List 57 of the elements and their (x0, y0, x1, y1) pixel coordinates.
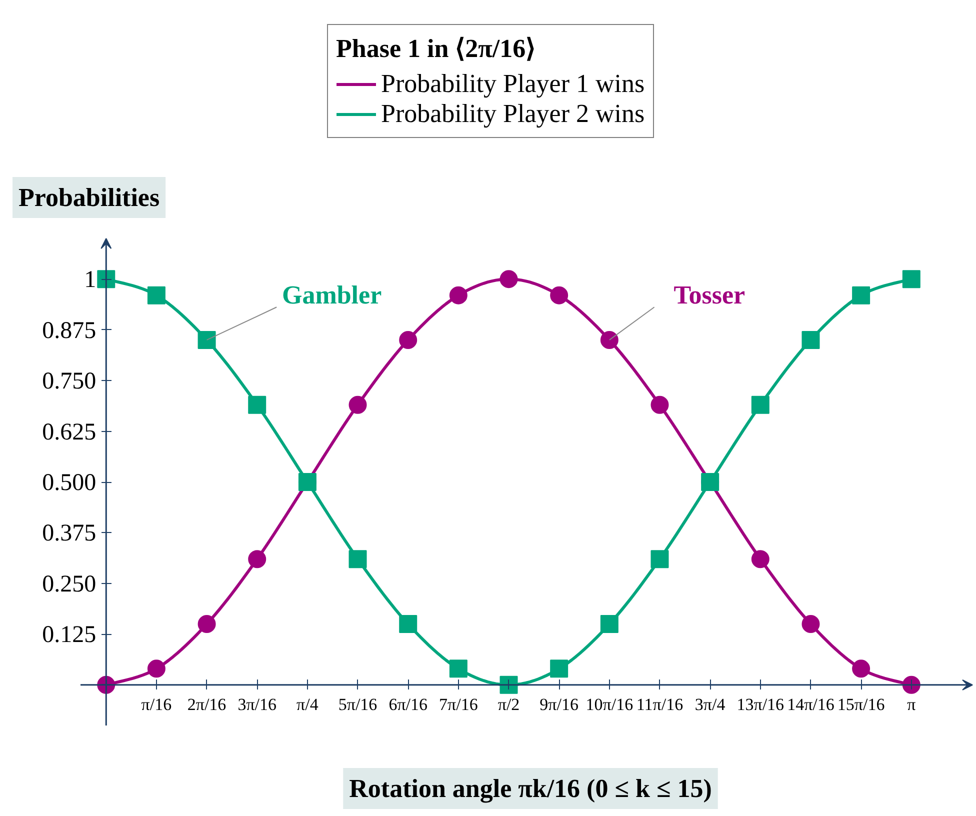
x-tick-label: 3π/16 (238, 694, 277, 714)
x-tick-label: 9π/16 (540, 694, 578, 714)
point (198, 615, 216, 634)
point (147, 660, 166, 678)
x-tick-label: 3π/4 (694, 694, 726, 714)
x-tick-label: π/2 (498, 694, 520, 714)
y-tick-label: 0.125 (42, 622, 96, 648)
point (550, 660, 568, 678)
x-tick-label: 10π/16 (586, 694, 634, 714)
point (852, 660, 870, 678)
point (852, 286, 870, 304)
point (650, 550, 669, 568)
x-tick-label: π/4 (296, 694, 319, 714)
y-tick-label: 0.375 (42, 520, 96, 547)
point (902, 270, 920, 288)
x-tick-label: 14π/16 (787, 694, 834, 714)
point (147, 286, 166, 304)
point (550, 286, 568, 304)
x-tick-label: 7π/16 (439, 694, 478, 714)
point (449, 660, 468, 678)
x-axis-title: Rotation angle πk/16 (0 ≤ k ≤ 15) (349, 774, 712, 803)
point (449, 286, 468, 304)
x-tick-label: 15π/16 (837, 694, 885, 714)
point (248, 550, 266, 568)
y-tick-label: 0.250 (42, 571, 96, 598)
point (650, 396, 669, 414)
point (348, 550, 367, 568)
x-tick-label: 11π/16 (636, 694, 684, 714)
annotation: Tosser (674, 280, 746, 310)
point (500, 270, 518, 288)
y-tick-label: 0.625 (42, 419, 96, 446)
annotation: Gambler (282, 280, 382, 310)
x-tick-label: π (907, 694, 916, 714)
x-tick-label: 6π/16 (388, 694, 428, 714)
point (198, 330, 216, 349)
y-tick-label: 0.750 (42, 368, 96, 395)
y-tick-label: 0.875 (42, 318, 96, 344)
x-tick-label: π/16 (141, 694, 172, 714)
y-tick-label: 1 (84, 267, 96, 294)
point (600, 615, 618, 634)
point (399, 615, 418, 634)
y-tick-label: 0.500 (42, 470, 96, 496)
x-tick-label: 5π/16 (338, 694, 378, 714)
y-axis-title: Probabilities (18, 183, 160, 212)
point (751, 550, 770, 568)
legend-title: Phase 1 in ⟨2π/16⟩ (336, 33, 537, 64)
point (399, 330, 418, 349)
legend-label: Probability Player 1 wins (381, 69, 645, 99)
legend-label: Probability Player 2 wins (381, 99, 645, 129)
x-tick-label: 2π/16 (187, 694, 226, 714)
point (802, 615, 820, 634)
point (348, 396, 367, 414)
x-tick-label: 13π/16 (736, 694, 784, 714)
point (751, 396, 770, 414)
point (802, 330, 820, 349)
point (248, 396, 266, 414)
point (600, 330, 618, 349)
